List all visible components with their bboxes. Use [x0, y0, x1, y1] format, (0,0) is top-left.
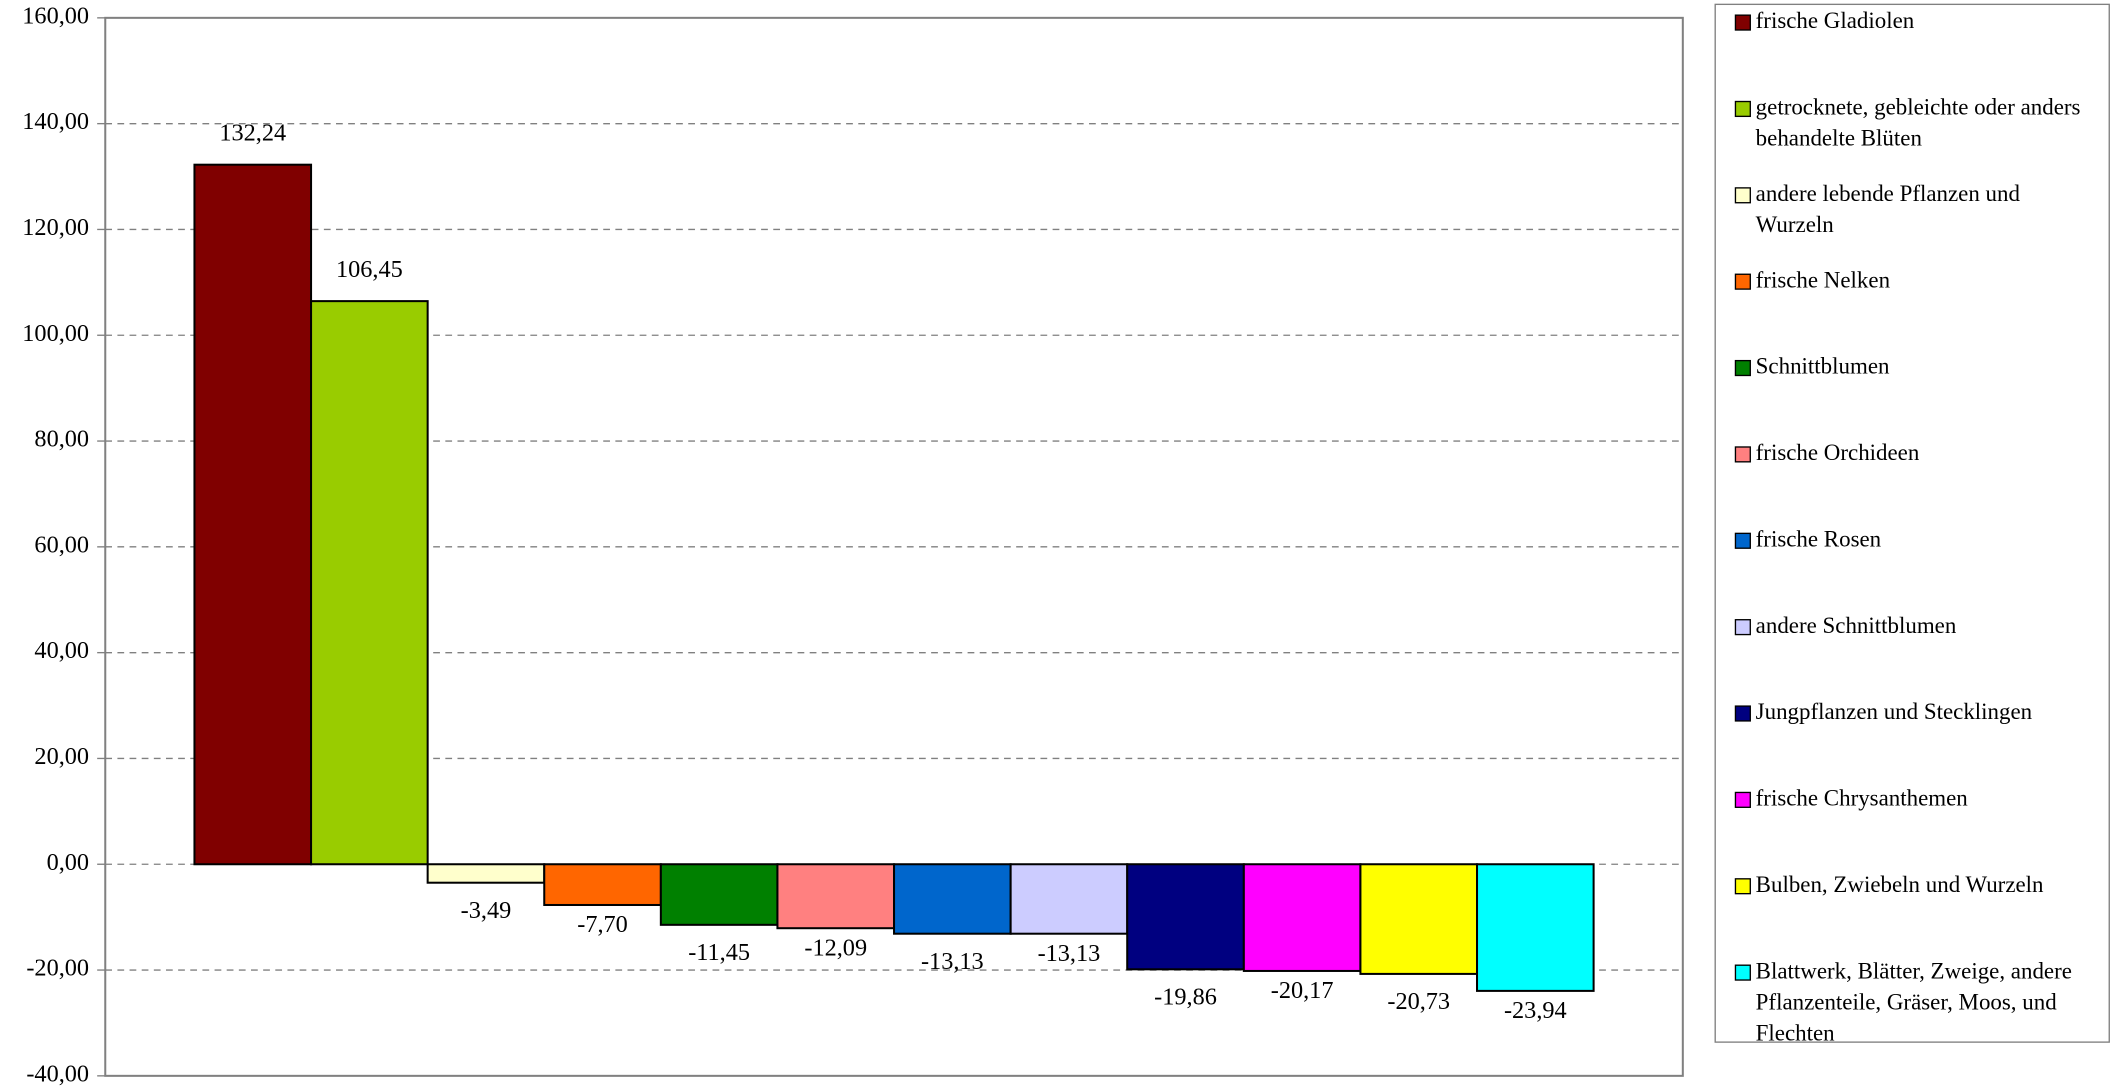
legend-swatch — [1734, 964, 1751, 981]
legend-label: frische Gladiolen — [1756, 9, 1915, 34]
legend-swatch — [1734, 791, 1751, 808]
data-label: -19,86 — [1154, 984, 1217, 1011]
data-label: -20,17 — [1271, 977, 1334, 1004]
legend-swatch — [1734, 273, 1751, 290]
y-tick-label: 140,00 — [22, 108, 89, 135]
bar — [1476, 863, 1595, 992]
legend-label: getrocknete, gebleichte oder anders behan… — [1756, 95, 2081, 151]
legend-label: Schnittblumen — [1756, 354, 1890, 379]
legend-swatch — [1734, 187, 1751, 204]
legend-swatch — [1734, 619, 1751, 636]
legend-swatch — [1734, 14, 1751, 31]
bar — [893, 863, 1012, 935]
y-tick-label: 60,00 — [34, 531, 89, 558]
y-tick-label: 0,00 — [47, 849, 90, 876]
legend-label: Blattwerk, Blätter, Zweige, andere Pflanz… — [1756, 959, 2072, 1046]
data-label: 132,24 — [219, 120, 286, 147]
bar — [310, 300, 429, 866]
legend-swatch — [1734, 532, 1751, 549]
bar — [1242, 863, 1362, 972]
legend-swatch — [1734, 878, 1751, 895]
data-label: -3,49 — [461, 897, 512, 924]
y-tick-label: 40,00 — [34, 637, 89, 664]
bar — [1359, 863, 1479, 975]
legend-label: frische Nelken — [1756, 268, 1891, 293]
bar — [659, 863, 779, 926]
legend-label: andere Schnittblumen — [1756, 613, 1957, 638]
legend-label: frische Orchideen — [1756, 440, 1920, 465]
legend-label: Bulben, Zwiebeln und Wurzeln — [1756, 872, 2044, 897]
data-label: -20,73 — [1387, 988, 1450, 1015]
bar — [426, 863, 546, 884]
legend-label: andere lebende Pflanzen und Wurzeln — [1756, 181, 2021, 237]
legend-label: frische Chrysanthemen — [1756, 786, 1969, 811]
y-tick-label: -40,00 — [26, 1060, 89, 1087]
data-label: -13,13 — [1038, 940, 1101, 967]
data-label: -12,09 — [804, 934, 867, 961]
y-tick-label: 20,00 — [34, 743, 89, 770]
legend-swatch — [1734, 446, 1751, 463]
data-label: -23,94 — [1504, 997, 1567, 1024]
legend-label: frische Rosen — [1756, 527, 1882, 552]
y-tick-label: -20,00 — [26, 955, 89, 982]
bar — [1009, 863, 1129, 935]
legend-swatch — [1734, 359, 1751, 377]
legend-swatch — [1734, 100, 1751, 118]
legend-box — [1714, 3, 2110, 1043]
data-label: 106,45 — [336, 256, 403, 283]
legend-label: Jungpflanzen und Stecklingen — [1756, 699, 2033, 724]
bar — [193, 163, 313, 866]
data-label: -11,45 — [688, 939, 750, 966]
y-tick-label: 120,00 — [22, 214, 89, 241]
bar — [543, 863, 662, 906]
y-tick-label: 100,00 — [22, 320, 89, 347]
y-tick-label: 80,00 — [34, 426, 89, 453]
legend-swatch — [1734, 705, 1751, 722]
bar — [776, 863, 896, 930]
bar — [1126, 863, 1245, 971]
data-label: -7,70 — [577, 911, 628, 938]
data-label: -13,13 — [921, 948, 984, 975]
y-tick-label: 160,00 — [22, 2, 89, 29]
